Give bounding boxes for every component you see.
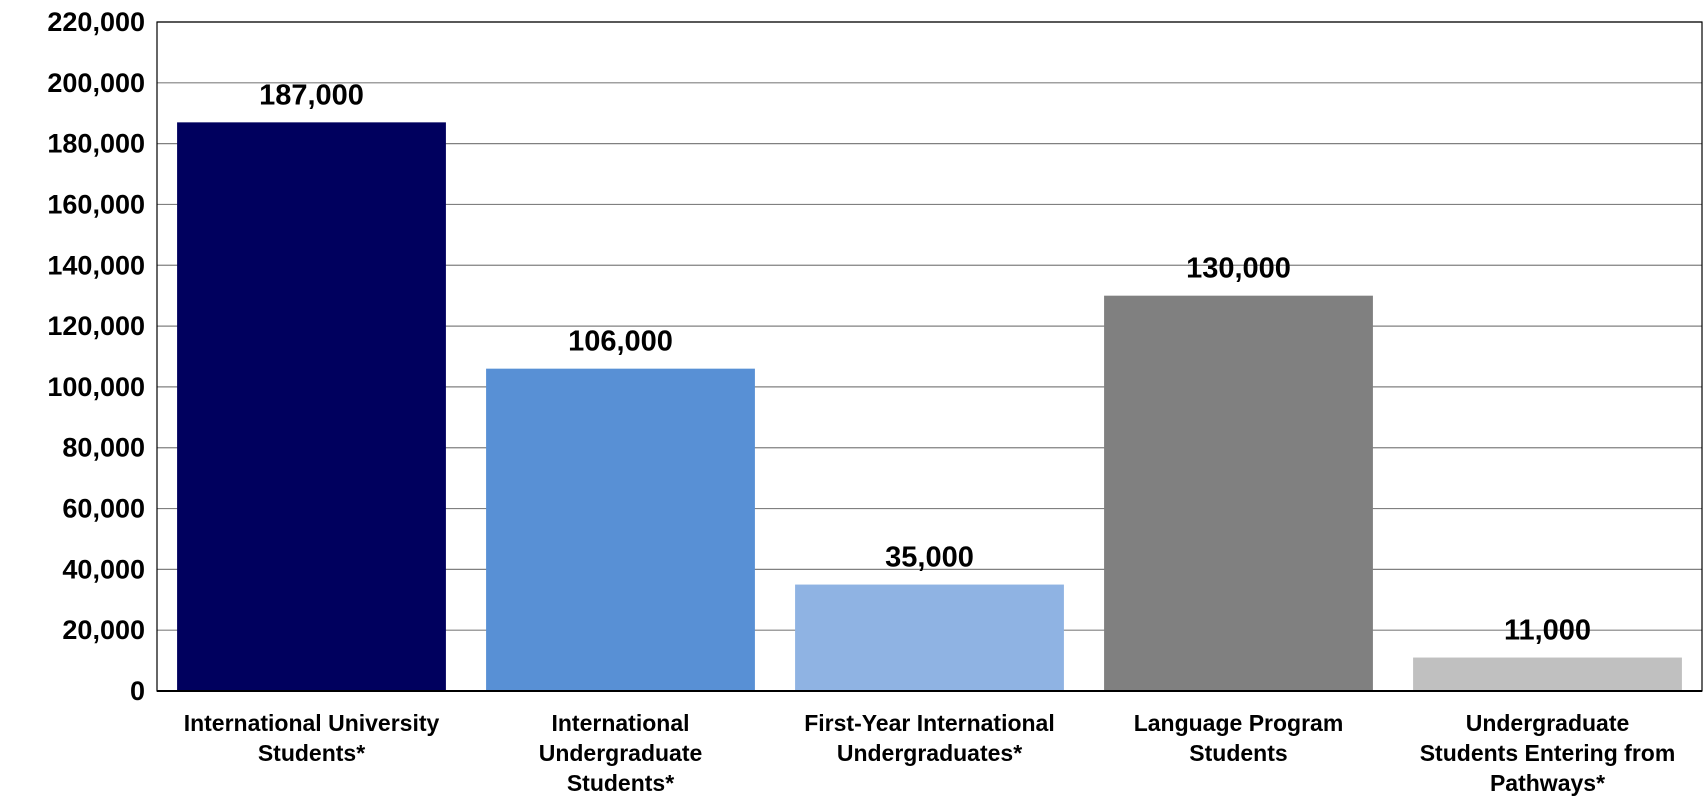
y-tick-label: 20,000 [62, 615, 145, 645]
x-category-label: International Undergraduate Students* [539, 710, 703, 796]
data-label: 106,000 [568, 326, 673, 358]
y-tick-label: 100,000 [47, 372, 145, 402]
y-tick-label: 200,000 [47, 68, 145, 98]
x-category-label-line: Undergraduate [1466, 710, 1630, 736]
bar [1413, 657, 1682, 691]
y-tick-label: 40,000 [62, 554, 145, 584]
data-label: 35,000 [885, 542, 974, 574]
x-category-label-line: Students Entering from [1420, 740, 1676, 766]
x-category-label-line: Undergraduate [539, 740, 703, 766]
y-tick-label: 80,000 [62, 433, 145, 463]
y-axis-ticks: 0 20,000 40,000 60,000 80,000 100,000 120,000 1… [47, 7, 145, 706]
y-tick-label: 220,000 [47, 7, 145, 37]
y-tick-label: 120,000 [47, 311, 145, 341]
x-category-label: International University Students* [184, 710, 440, 766]
x-category-label-line: International [551, 710, 689, 736]
y-tick-label: 0 [130, 676, 145, 706]
data-labels: 187,000 106,000 35,000 130,000 11,000 [259, 79, 1591, 646]
x-category-label: Undergraduate Students Entering from Pathw… [1420, 710, 1676, 796]
y-tick-label: 60,000 [62, 494, 145, 524]
x-category-label-line: International University [184, 710, 440, 736]
x-category-label-line: Pathways* [1490, 770, 1605, 796]
y-tick-label: 180,000 [47, 129, 145, 159]
bar [795, 584, 1064, 691]
bars [177, 122, 1682, 692]
x-category-label-line: Undergraduates* [837, 740, 1022, 766]
x-category-label: First-Year International Undergraduates* [804, 710, 1055, 766]
x-category-label-line: Students* [258, 740, 365, 766]
x-category-label-line: Language Program [1134, 710, 1344, 736]
y-tick-label: 160,000 [47, 189, 145, 219]
x-category-label-line: Students* [567, 770, 674, 796]
data-label: 130,000 [1186, 253, 1291, 285]
data-label: 11,000 [1504, 615, 1591, 647]
x-axis-categories: International University Students*Interna… [184, 710, 1676, 796]
data-label: 187,000 [259, 79, 364, 111]
bar [177, 122, 446, 692]
x-category-label: Language Program Students [1134, 710, 1344, 766]
x-category-label-line: First-Year International [804, 710, 1055, 736]
y-tick-label: 140,000 [47, 250, 145, 280]
bar [1104, 295, 1373, 691]
bar [486, 368, 755, 691]
x-category-label-line: Students [1189, 740, 1287, 766]
plot-frame [156, 21, 1703, 692]
